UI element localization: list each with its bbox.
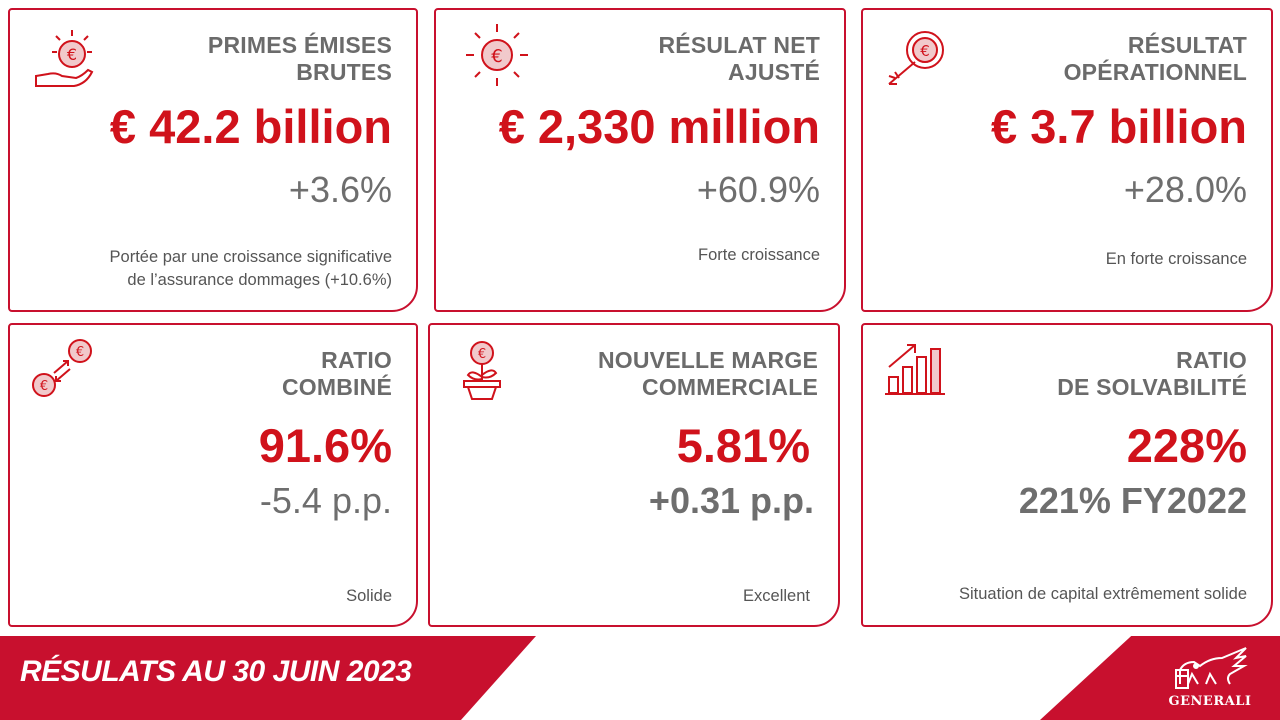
- svg-text:€: €: [76, 345, 84, 360]
- svg-text:€: €: [478, 347, 486, 362]
- card-operating-result: € RÉSULTAT OPÉRATIONNEL € 3.7 billion +2…: [861, 8, 1273, 312]
- card-delta: 221% FY2022: [1018, 480, 1247, 521]
- logo-wordmark: GENERALI: [1168, 694, 1252, 709]
- euro-plant-icon: €: [463, 341, 501, 400]
- card-delta: -5.4 p.p.: [259, 480, 392, 521]
- card-value: € 3.7 billion: [991, 100, 1247, 153]
- card-delta: +0.31 p.p.: [648, 480, 814, 521]
- svg-text:€: €: [67, 45, 77, 64]
- card-value: 228%: [1126, 419, 1247, 472]
- card-adjusted-net-result: € RÉSULAT NET AJUSTÉ € 2,330 million +60…: [434, 8, 846, 312]
- footer-banner: [0, 636, 536, 720]
- card-delta: +60.9%: [696, 169, 820, 210]
- hand-euro-coin-icon: €: [35, 30, 94, 87]
- card-note: Forte croissance: [698, 246, 820, 264]
- card-value: 5.81%: [676, 419, 810, 472]
- card-title: RÉSULAT NET AJUSTÉ: [658, 32, 820, 85]
- shining-euro-coin-icon: €: [466, 24, 528, 86]
- card-new-business-margin: € NOUVELLE MARGE COMMERCIALE 5.81% +0.31…: [428, 323, 840, 627]
- svg-text:€: €: [491, 46, 502, 67]
- card-title: RÉSULTAT OPÉRATIONNEL: [1063, 32, 1247, 85]
- svg-text:€: €: [920, 42, 930, 60]
- euro-exchange-icon: € €: [32, 339, 92, 397]
- arrow-target-euro-icon: €: [888, 31, 944, 85]
- card-value: 91.6%: [258, 419, 392, 472]
- card-note: Situation de capital extrêmement solide: [959, 585, 1247, 603]
- growth-bar-chart-icon: [885, 344, 945, 395]
- winged-lion-logo-icon: [1175, 647, 1248, 689]
- banner-title: RÉSULATS AU 30 JUIN 2023: [20, 655, 412, 688]
- svg-text:€: €: [40, 379, 48, 394]
- card-note: Solide: [346, 587, 392, 605]
- card-title: PRIMES ÉMISES BRUTES: [207, 32, 392, 85]
- card-title: NOUVELLE MARGE COMMERCIALE: [597, 347, 818, 400]
- card-title: RATIO COMBINÉ: [281, 347, 392, 400]
- card-delta: +28.0%: [1123, 169, 1247, 210]
- card-value: € 42.2 billion: [109, 100, 392, 153]
- card-note: En forte croissance: [1105, 250, 1247, 268]
- card-combined-ratio: € € RATIO COMBINÉ 91.6% -5.4 p.p. Solide: [8, 323, 418, 627]
- card-note: Excellent: [743, 587, 810, 605]
- card-delta: +3.6%: [288, 169, 392, 210]
- card-note: Portée par une croissance significative …: [109, 248, 392, 289]
- card-title: RATIO DE SOLVABILITÉ: [1057, 347, 1247, 400]
- card-gross-written-premiums: € PRIMES ÉMISES BRUTES € 42.2 billion +3…: [8, 8, 418, 312]
- card-solvency-ratio: RATIO DE SOLVABILITÉ 228% 221% FY2022 Si…: [861, 323, 1273, 627]
- card-value: € 2,330 million: [498, 100, 820, 153]
